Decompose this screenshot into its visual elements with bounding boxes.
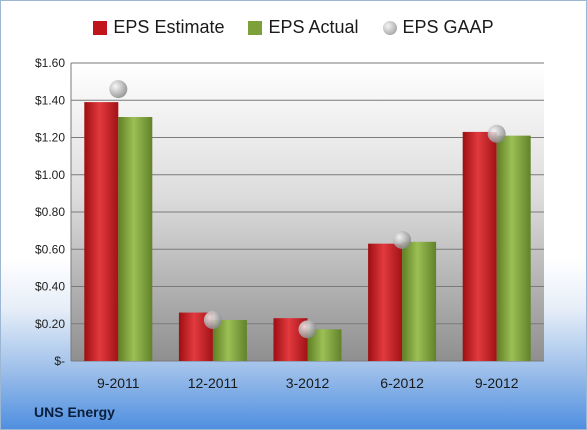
gaap-marker xyxy=(109,80,128,99)
actual-bar xyxy=(118,117,153,361)
y-tick-label: $- xyxy=(54,354,65,368)
x-tick-label: 12-2011 xyxy=(188,375,239,391)
gaap-markers xyxy=(109,80,506,339)
gaap-swatch xyxy=(382,20,397,35)
actual-bar xyxy=(496,135,531,361)
legend-item-estimate: EPS Estimate xyxy=(93,17,224,38)
x-tick-label: 9-2011 xyxy=(97,375,140,391)
x-tick-label: 3-2012 xyxy=(286,375,330,391)
y-tick-label: $0.20 xyxy=(35,317,65,331)
x-tick-label: 9-2012 xyxy=(475,375,519,391)
y-tick-label: $0.80 xyxy=(35,205,65,219)
gaap-marker xyxy=(487,124,506,143)
x-tick-label: 6-2012 xyxy=(380,375,424,391)
y-axis-ticks: $- $0.20 $0.40 $0.60 $0.80 $1.00 $1.20 $1.40 $1.… xyxy=(35,56,65,368)
x-axis-ticks: 9-2011 12-2011 3-2012 6-2012 9-2012 xyxy=(97,375,519,391)
legend: EPS Estimate EPS Actual EPS GAAP xyxy=(1,17,586,38)
actual-bar xyxy=(402,241,437,361)
estimate-bar xyxy=(368,243,403,361)
y-tick-label: $1.00 xyxy=(35,168,65,182)
legend-item-actual: EPS Actual xyxy=(248,17,359,38)
actual-swatch xyxy=(248,20,263,35)
y-tick-label: $1.60 xyxy=(35,56,65,70)
legend-label-estimate: EPS Estimate xyxy=(113,17,225,37)
legend-item-gaap: EPS GAAP xyxy=(382,17,494,38)
y-tick-label: $0.40 xyxy=(35,280,65,294)
gaap-marker xyxy=(203,311,222,330)
estimate-bar xyxy=(84,102,119,362)
estimate-swatch xyxy=(93,20,108,35)
estimate-bar xyxy=(462,131,497,361)
company-name: UNS Energy xyxy=(34,404,115,420)
y-tick-label: $0.60 xyxy=(35,242,65,256)
bars xyxy=(84,102,531,362)
legend-label-actual: EPS Actual xyxy=(268,17,359,37)
gaap-marker xyxy=(298,320,317,339)
y-tick-label: $1.20 xyxy=(35,131,65,145)
legend-label-gaap: EPS GAAP xyxy=(402,17,494,37)
gaap-marker xyxy=(393,230,412,249)
y-tick-label: $1.40 xyxy=(35,93,65,107)
